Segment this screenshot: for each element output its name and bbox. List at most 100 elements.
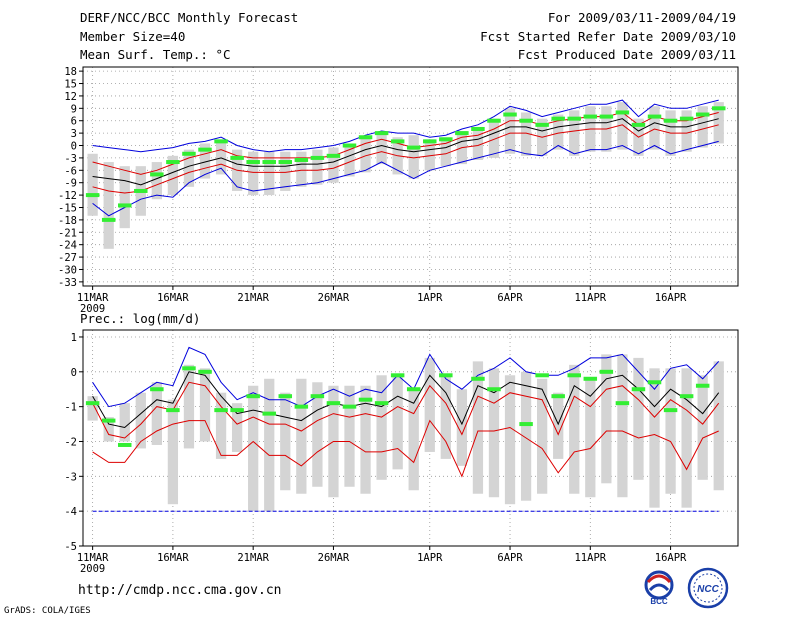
x-year-label: 2009 [80,303,105,315]
box-bar [215,139,227,175]
y-tick-label: -3 [64,471,77,483]
observed-marker [358,135,373,140]
box-bar [103,417,114,442]
box-bar [617,354,628,498]
observed-marker [439,137,453,142]
y-tick-label: 3 [71,128,77,140]
box-bar [472,126,484,160]
box-bar [520,112,532,156]
series-line-p25 [92,124,719,194]
box-bar [231,403,243,452]
panel-2 [79,329,739,550]
x-tick-label: 1APR [417,292,443,304]
x-tick-label: 26MAR [318,292,350,304]
y-tick-label: -1 [64,402,77,414]
box-bar [456,389,468,466]
observed-marker [85,401,100,406]
box-bar [119,166,130,229]
forecast-period: For 2009/03/11-2009/04/19 [547,10,736,25]
series-line-lower [92,140,719,217]
box-bar [376,133,387,165]
chart-title: DERF/NCC/BCC Monthly Forecast [80,10,299,25]
x-year-label: 2009 [80,563,105,575]
box-bar [280,151,291,191]
observed-marker [374,401,389,406]
observed-marker [182,151,196,156]
series-line-median [92,371,720,429]
observed-marker [599,114,614,119]
observed-marker [487,118,501,123]
box-bar [248,385,259,512]
box-bar [408,135,419,179]
series-line-p25 [92,419,719,478]
y-tick-label: 12 [64,91,77,103]
observed-marker [342,404,357,409]
box-bar [472,361,484,494]
box-bar [183,149,195,187]
series-line-upper [92,99,719,153]
observed-marker [166,160,180,165]
observed-marker [117,203,132,208]
observed-marker [695,112,710,117]
produced-date: Fcst Produced Date 2009/03/11 [517,47,736,62]
grads-credit: GrADS: COLA/IGES [4,606,91,616]
y-tick-label: -27 [58,252,77,264]
y-tick-label: -2 [64,436,77,448]
observed-marker [679,394,694,399]
precip-panel-label: Prec.: log(mm/d) [80,311,201,326]
box-bar [264,151,275,196]
box-bar [183,364,195,449]
observed-marker [214,139,228,144]
observed-marker [374,131,389,136]
y-tick-label: -9 [64,178,77,190]
plot-frame [82,66,739,287]
x-tick-label: 1APR [417,552,443,564]
box-bar [135,392,146,449]
box-bar [119,403,130,442]
box-bar [681,110,692,152]
observed-marker [551,394,565,399]
box-bar [633,357,644,480]
y-tick-label: 1 [71,332,77,344]
x-tick-label: 6APR [497,552,523,564]
observed-marker [647,380,662,385]
y-tick-label: -6 [64,165,77,177]
observed-marker [406,145,421,150]
box-bar [537,378,548,494]
observed-marker [262,411,276,416]
observed-marker [117,442,132,447]
observed-marker [85,193,100,198]
panel-1 [79,66,739,290]
box-bar [697,106,708,148]
plot-frame [82,329,739,547]
observed-marker [615,110,630,115]
observed-marker [631,387,646,392]
y-tick-label: -12 [58,190,77,202]
box-bar [296,151,307,187]
x-tick-label: 11MAR [77,292,109,304]
box-bar [585,378,596,498]
box-bar [601,354,612,484]
box-bar [617,102,628,150]
observed-marker [310,155,325,160]
observed-marker [519,118,533,123]
x-tick-label: 16APR [655,292,687,304]
x-tick-label: 11MAR [77,552,109,564]
x-tick-label: 16APR [655,552,687,564]
box-bar [681,368,692,508]
box-bar [248,151,259,196]
observed-marker [390,373,405,378]
observed-marker [551,116,565,121]
observed-marker [230,408,244,413]
observed-marker [695,383,710,388]
box-bar [520,371,532,501]
box-bar [344,385,355,487]
series-line-median [92,118,719,186]
x-tick-label: 21MAR [237,292,269,304]
y-tick-label: -4 [64,506,77,518]
bcc-logo: BCC [644,570,674,606]
box-bar [488,118,500,158]
source-url[interactable]: http://cmdp.ncc.cma.gov.cn [78,583,282,598]
observed-marker [294,404,309,409]
